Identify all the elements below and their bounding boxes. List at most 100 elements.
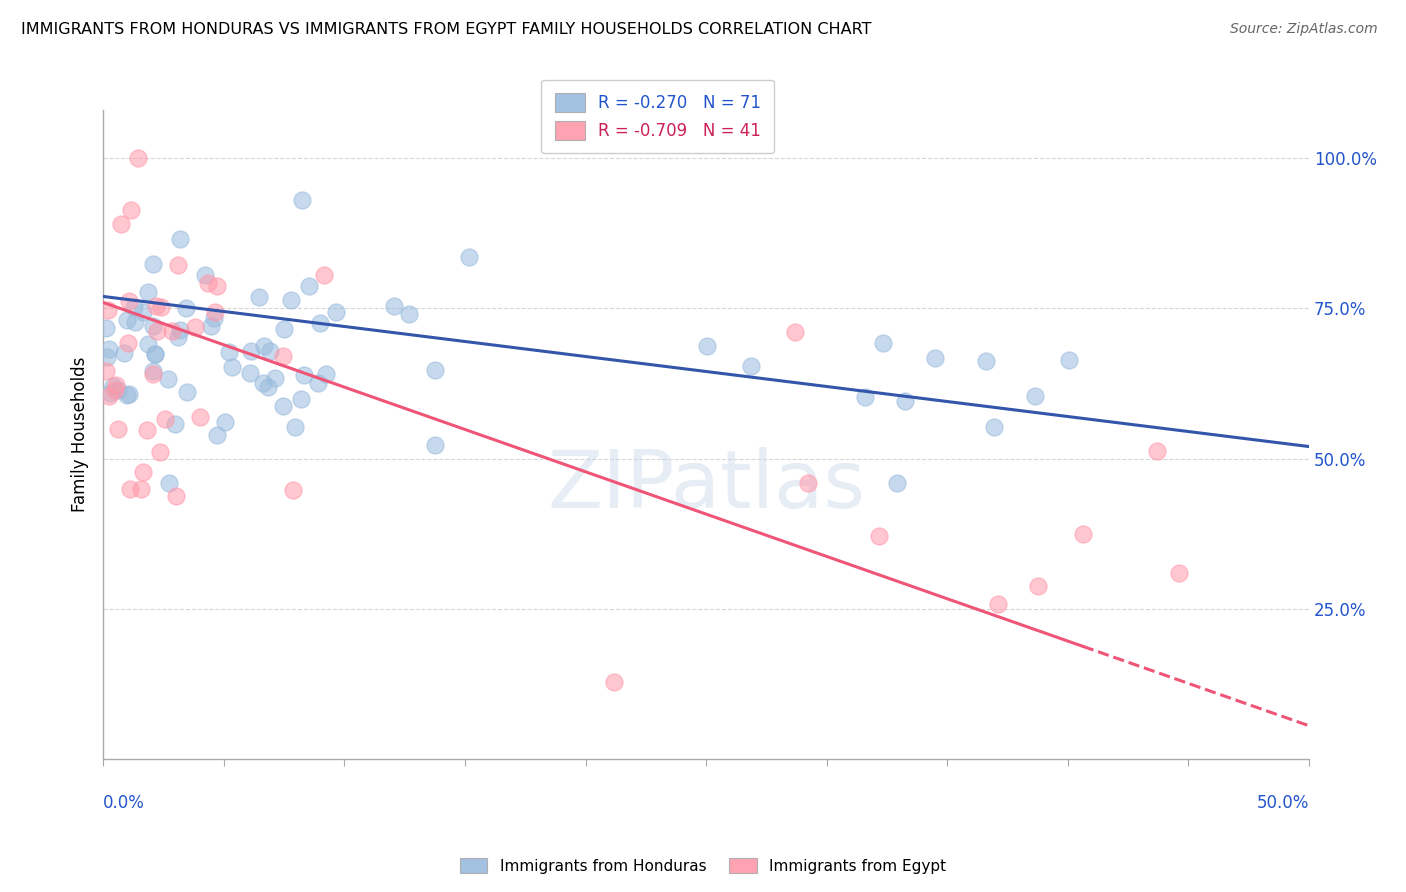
Point [264, 371, 287, 385]
Point [423, 362, 446, 376]
Point [183, 319, 205, 334]
Text: 0.0%: 0.0% [103, 795, 145, 813]
Text: Source: ZipAtlas.com: Source: ZipAtlas.com [1230, 22, 1378, 37]
Point [127, 152, 149, 166]
Point [145, 299, 167, 313]
Point [983, 420, 1005, 434]
Point [120, 482, 142, 496]
Point [976, 353, 998, 368]
Point [1146, 444, 1168, 458]
Point [94, 320, 117, 334]
Point [165, 417, 187, 431]
Point [141, 364, 163, 378]
Point [166, 258, 188, 272]
Point [872, 335, 894, 350]
Text: IMMIGRANTS FROM HONDURAS VS IMMIGRANTS FROM EGYPT FAMILY HOUSEHOLDS CORRELATION : IMMIGRANTS FROM HONDURAS VS IMMIGRANTS F… [21, 22, 872, 37]
Point [96, 351, 118, 365]
Point [174, 301, 197, 315]
Point [603, 675, 626, 690]
Point [1024, 389, 1046, 403]
Point [309, 316, 332, 330]
Point [124, 300, 146, 314]
Point [307, 376, 329, 391]
Point [696, 339, 718, 353]
Point [1028, 579, 1050, 593]
Point [136, 423, 159, 437]
Point [924, 351, 946, 365]
Point [239, 366, 262, 380]
Y-axis label: Family Households: Family Households [72, 357, 89, 512]
Point [97, 302, 120, 317]
Point [169, 323, 191, 337]
Point [157, 475, 180, 490]
Point [987, 597, 1010, 611]
Point [291, 193, 314, 207]
Point [94, 364, 117, 378]
Point [458, 251, 481, 265]
Point [131, 305, 153, 319]
Point [98, 389, 121, 403]
Text: 50.0%: 50.0% [1257, 795, 1309, 813]
Point [256, 380, 278, 394]
Point [284, 420, 307, 434]
Point [221, 359, 243, 374]
Point [138, 337, 160, 351]
Point [894, 394, 917, 409]
Point [115, 388, 138, 402]
Point [167, 329, 190, 343]
Point [98, 386, 121, 401]
Point [160, 324, 183, 338]
Point [156, 372, 179, 386]
Point [188, 410, 211, 425]
Point [1168, 566, 1191, 580]
Point [204, 305, 226, 319]
Point [253, 339, 276, 353]
Point [1059, 352, 1081, 367]
Point [124, 315, 146, 329]
Point [797, 475, 820, 490]
Point [423, 438, 446, 452]
Point [298, 279, 321, 293]
Point [868, 529, 890, 543]
Point [197, 276, 219, 290]
Point [149, 445, 172, 459]
Point [107, 383, 129, 397]
Point [169, 232, 191, 246]
Point [142, 367, 165, 381]
Point [281, 483, 304, 498]
Point [153, 412, 176, 426]
Point [273, 322, 295, 336]
Point [315, 367, 337, 381]
Point [239, 344, 262, 359]
Point [129, 482, 152, 496]
Point [117, 387, 139, 401]
Point [101, 378, 124, 392]
Legend: Immigrants from Honduras, Immigrants from Egypt: Immigrants from Honduras, Immigrants fro… [454, 852, 952, 880]
Point [118, 293, 141, 308]
Point [97, 342, 120, 356]
Point [112, 346, 135, 360]
Point [252, 376, 274, 390]
Point [194, 268, 217, 283]
Point [146, 324, 169, 338]
Point [207, 428, 229, 442]
Point [104, 378, 127, 392]
Point [325, 304, 347, 318]
Point [290, 392, 312, 406]
Point [143, 347, 166, 361]
Point [783, 325, 806, 339]
Point [110, 217, 132, 231]
Legend: R = -0.270   N = 71, R = -0.709   N = 41: R = -0.270 N = 71, R = -0.709 N = 41 [541, 79, 775, 153]
Point [200, 318, 222, 333]
Point [259, 344, 281, 359]
Point [131, 465, 153, 479]
Point [104, 383, 127, 397]
Point [149, 300, 172, 314]
Text: ZIPatlas: ZIPatlas [547, 448, 865, 525]
Point [247, 290, 270, 304]
Point [382, 299, 405, 313]
Point [145, 347, 167, 361]
Point [115, 313, 138, 327]
Point [280, 293, 302, 307]
Point [740, 359, 762, 373]
